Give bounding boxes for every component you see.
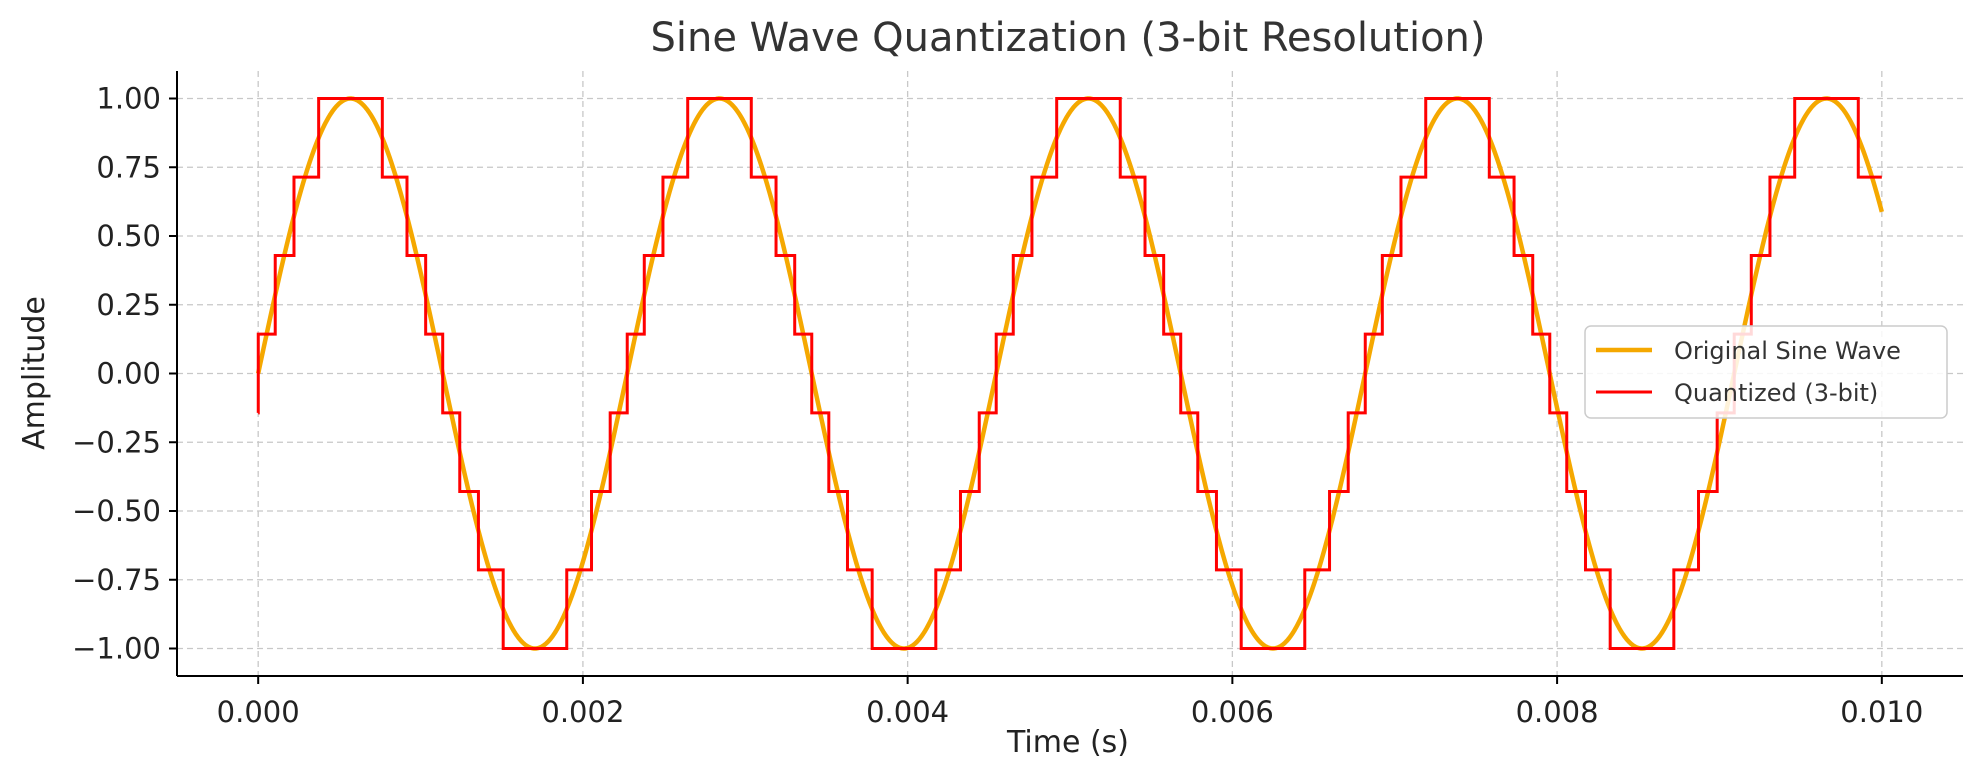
- x-tick-label: 0.010: [1840, 695, 1923, 729]
- y-tick-label: −0.25: [72, 425, 161, 459]
- y-tick-label: 0.50: [96, 219, 161, 253]
- y-tick-label: 0.25: [96, 288, 161, 322]
- y-tick-label: 0.75: [96, 150, 161, 184]
- x-tick-label: 0.000: [217, 695, 300, 729]
- x-tick-label: 0.006: [1191, 695, 1274, 729]
- y-axis-label: Amplitude: [17, 296, 52, 450]
- y-tick-label: −0.50: [72, 494, 161, 528]
- y-tick-label: 1.00: [96, 82, 161, 116]
- series-layer: [255, 96, 1884, 651]
- x-tick-label: 0.008: [1516, 695, 1599, 729]
- y-tick-label: 0.00: [96, 357, 161, 391]
- x-ticks: 0.000 0.002 0.004 0.006 0.008 0.010: [217, 676, 1923, 729]
- y-tick-label: −1.00: [72, 632, 161, 666]
- legend-label-quantized: Quantized (3-bit): [1674, 379, 1878, 407]
- chart-title: Sine Wave Quantization (3-bit Resolution…: [650, 15, 1485, 61]
- legend-label-original: Original Sine Wave: [1674, 337, 1901, 365]
- y-ticks: 1.00 0.75 0.50 0.25 0.00 −0.25 −0.50 −0.75 −1.00: [72, 82, 177, 666]
- y-tick-label: −0.75: [72, 563, 161, 597]
- x-tick-label: 0.002: [541, 695, 624, 729]
- x-tick-label: 0.004: [866, 695, 949, 729]
- series-quantized-step-line: [256, 97, 1882, 650]
- x-axis-label: Time (s): [1006, 725, 1129, 760]
- legend: Original Sine Wave Quantized (3-bit): [1584, 325, 1948, 419]
- legend-box: [1584, 325, 1948, 419]
